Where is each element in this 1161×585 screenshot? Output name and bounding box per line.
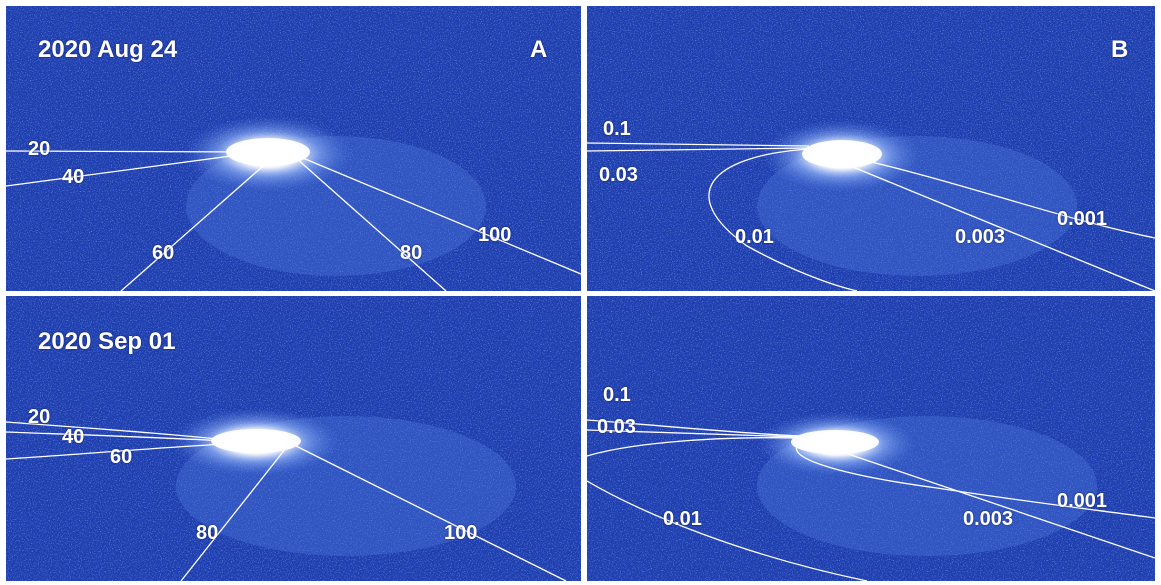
line-label: 0.003 <box>955 226 1006 248</box>
line-label: 40 <box>62 426 85 448</box>
line-label: 100 <box>478 224 512 246</box>
panel-bottom-right-image <box>587 296 1155 581</box>
panel-letter: B <box>1111 36 1129 63</box>
line-label: 40 <box>62 166 85 188</box>
line-label: 20 <box>28 138 51 160</box>
line-label: 60 <box>152 242 175 264</box>
line-label: 0.003 <box>963 508 1014 530</box>
line-label: 0.1 <box>603 118 631 140</box>
synchrone-lines <box>6 150 581 291</box>
line-label: 60 <box>110 446 133 468</box>
panel-bottom-right: 0.1 0.03 0.01 0.003 0.001 <box>587 296 1155 581</box>
line-label: 0.001 <box>1057 208 1108 230</box>
line-label: 80 <box>196 522 219 544</box>
line-label: 100 <box>444 522 478 544</box>
panel-bottom-left-image <box>6 296 581 581</box>
date-label: 2020 Aug 24 <box>38 36 178 63</box>
line-label: 0.03 <box>597 416 636 438</box>
line-label: 20 <box>28 406 51 428</box>
line-label: 0.1 <box>603 384 631 406</box>
line-label: 0.03 <box>599 164 638 186</box>
panel-bottom-left: 2020 Sep 01 20 40 60 80 100 <box>6 296 581 581</box>
date-label: 2020 Sep 01 <box>38 328 176 355</box>
synchrone-lines <box>587 142 1155 291</box>
panel-top-left: 2020 Aug 24 A 20 40 60 80 100 <box>6 6 581 291</box>
synchrone-lines <box>6 421 567 581</box>
line-label: 0.001 <box>1057 490 1108 512</box>
synchrone-lines <box>587 419 1155 581</box>
panel-letter: A <box>530 36 548 63</box>
panel-top-right-image <box>587 6 1155 291</box>
line-label: 0.01 <box>735 226 774 248</box>
line-label: 80 <box>400 242 423 264</box>
panel-top-left-image <box>6 6 581 291</box>
panel-top-right: B 0.1 0.03 0.01 0.003 0.001 <box>587 6 1155 291</box>
line-label: 0.01 <box>663 508 702 530</box>
